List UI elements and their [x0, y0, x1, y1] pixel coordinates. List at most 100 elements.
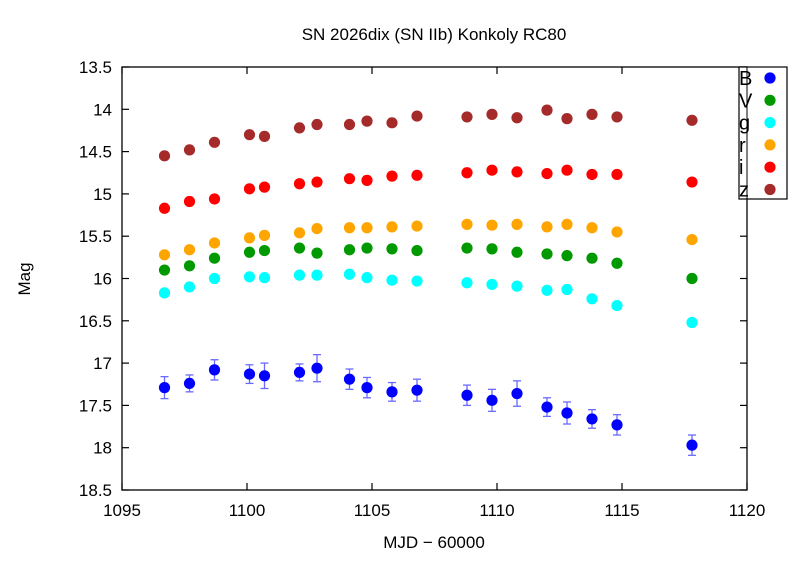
legend-label: z [739, 180, 749, 202]
legend-label: i [739, 157, 743, 179]
data-point-B [208, 364, 221, 376]
x-tick-label: 1095 [103, 501, 141, 520]
data-point-r [158, 249, 171, 261]
data-point-g [293, 269, 306, 281]
data-point-B [158, 382, 171, 394]
data-point-V [586, 252, 598, 264]
y-tick-label: 17.5 [79, 396, 112, 415]
data-point-z [461, 111, 473, 123]
data-point-z [411, 110, 423, 122]
data-point-r [561, 218, 573, 230]
data-point-i [461, 167, 473, 179]
data-point-g [511, 280, 523, 292]
y-tick-label: 17 [93, 354, 112, 373]
data-point-V [243, 246, 256, 258]
data-point-B [686, 439, 698, 451]
data-point-B [386, 386, 398, 398]
series-V [158, 242, 698, 285]
data-point-z [686, 114, 698, 126]
data-point-B [561, 407, 573, 419]
legend-marker-r [764, 139, 776, 151]
data-point-g [586, 293, 598, 305]
y-tick-label: 15.5 [79, 227, 112, 246]
data-point-r [243, 232, 256, 244]
y-tick-label: 16 [93, 270, 112, 289]
x-axis-label: MJD − 60000 [383, 533, 485, 552]
data-point-i [411, 169, 423, 181]
data-point-B [258, 370, 271, 382]
data-point-g [258, 272, 271, 284]
data-point-r [511, 218, 523, 230]
data-point-V [208, 252, 221, 264]
series-g [158, 268, 698, 329]
data-point-B [183, 377, 196, 390]
data-point-i [158, 202, 171, 214]
series-i [158, 164, 698, 214]
data-point-g [486, 278, 498, 291]
data-point-B [541, 401, 553, 413]
data-point-z [208, 136, 221, 148]
series-B [158, 353, 698, 456]
data-point-r [361, 222, 373, 234]
data-points [158, 104, 698, 456]
data-point-V [461, 242, 473, 254]
axis-ticks: 1095 1100 1105 1110 1115 1120 13.5 14 14.5 15 15.5… [79, 58, 765, 520]
x-tick-label: 1100 [229, 501, 266, 520]
data-point-B [343, 373, 356, 385]
data-point-i [293, 178, 306, 190]
data-point-g [158, 287, 171, 299]
y-tick-label: 16.5 [79, 312, 112, 331]
data-point-i [343, 173, 356, 185]
data-point-z [386, 117, 398, 129]
data-point-V [411, 244, 423, 257]
legend-marker-V [764, 94, 776, 106]
data-point-z [511, 112, 523, 124]
data-point-z [361, 115, 373, 127]
data-point-B [511, 387, 523, 400]
data-point-g [208, 272, 221, 285]
chart-title: SN 2026dix (SN IIb) Konkoly RC80 [302, 25, 567, 44]
data-point-i [243, 183, 256, 195]
y-tick-label: 14.5 [79, 143, 112, 162]
data-point-r [258, 229, 271, 241]
data-point-r [293, 227, 306, 239]
data-point-V [258, 244, 271, 257]
legend-marker-B [764, 72, 776, 84]
x-tick-label: 1110 [479, 501, 514, 520]
data-point-z [293, 122, 306, 134]
data-point-g [243, 271, 256, 283]
data-point-V [686, 272, 698, 285]
legend-marker-i [764, 161, 776, 173]
plot-frame [121, 66, 748, 491]
y-tick-label: 18 [93, 439, 112, 458]
data-point-i [258, 181, 271, 193]
series-z [158, 104, 698, 162]
data-point-i [183, 195, 196, 208]
data-point-r [461, 218, 473, 230]
data-point-i [541, 167, 553, 180]
data-point-g [183, 281, 196, 293]
data-point-V [361, 242, 373, 254]
data-point-g [411, 275, 423, 287]
data-point-V [511, 246, 523, 258]
data-point-g [561, 283, 573, 296]
data-point-B [311, 362, 323, 374]
x-tick-label: 1120 [729, 501, 766, 520]
data-point-i [361, 174, 373, 186]
data-point-i [511, 166, 523, 178]
data-point-r [486, 219, 498, 231]
data-point-r [343, 222, 356, 234]
data-point-i [486, 164, 498, 176]
data-point-V [541, 248, 553, 260]
data-point-r [411, 220, 423, 232]
data-point-V [183, 260, 196, 272]
data-point-r [311, 222, 323, 235]
data-point-V [486, 243, 498, 255]
data-point-z [183, 144, 196, 156]
data-point-r [386, 221, 398, 233]
data-point-g [343, 268, 356, 280]
data-point-g [386, 274, 398, 286]
data-point-i [611, 168, 623, 181]
